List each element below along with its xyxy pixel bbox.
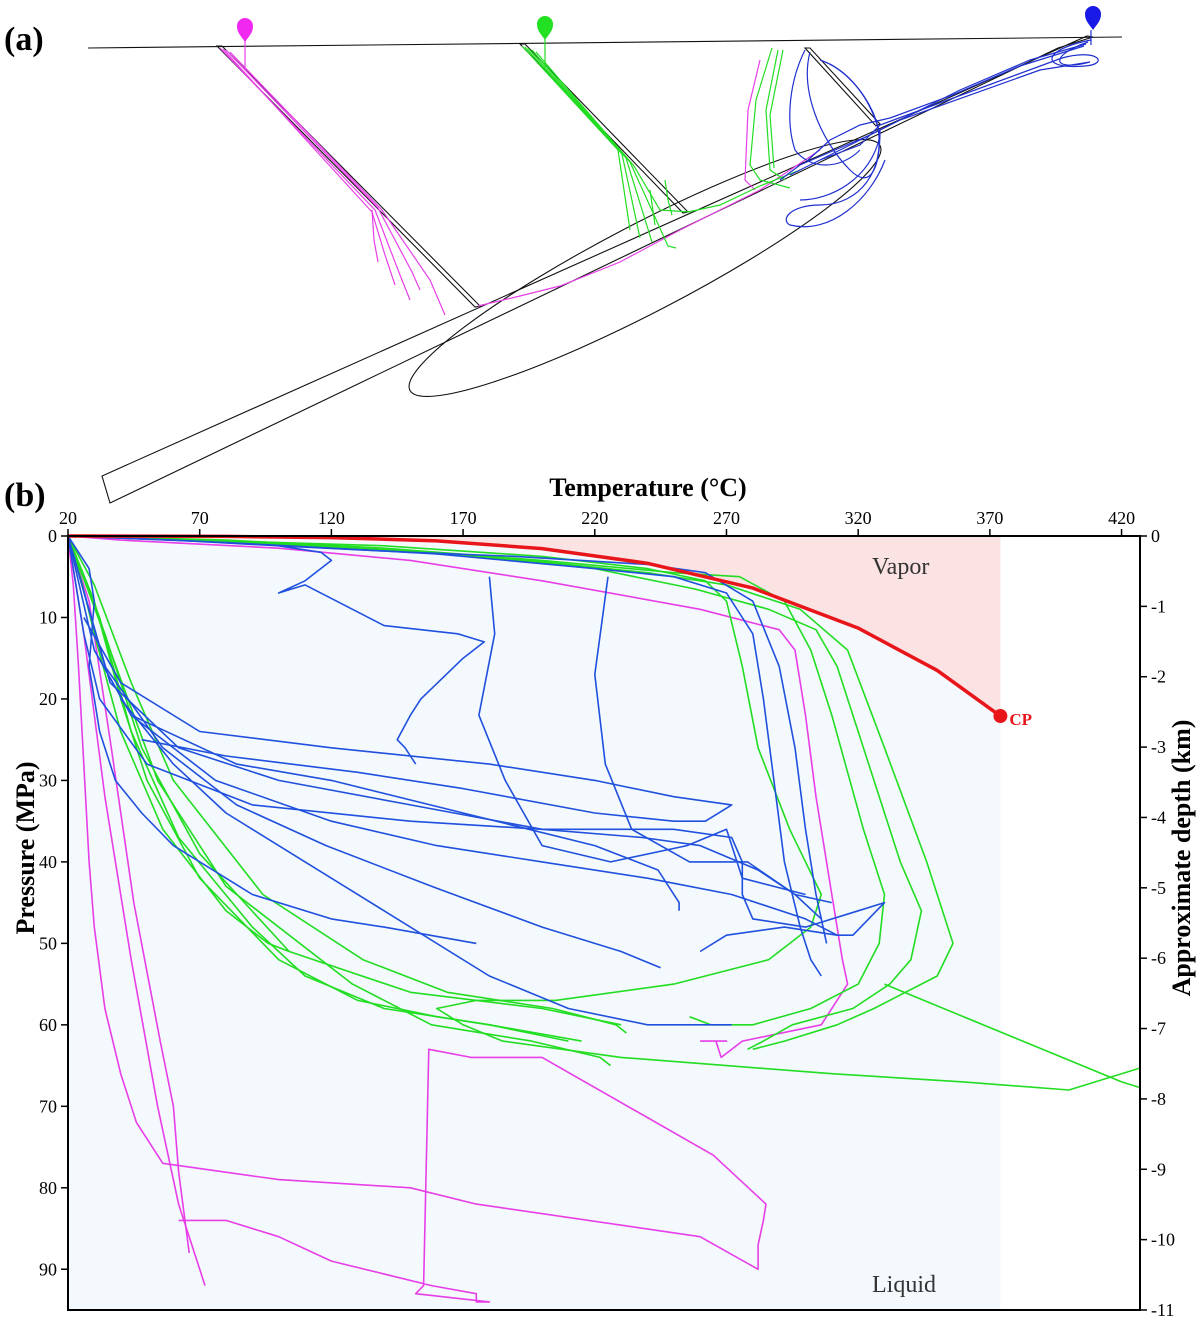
critical-point-marker: [993, 709, 1008, 724]
pt-path-series: [68, 536, 1140, 1303]
blue-flow-path: [789, 49, 861, 166]
ground-surface-line: [87, 36, 1123, 49]
y-axis-ticks: 0 10 20 30 40 50 60 70 80 90: [39, 526, 68, 1279]
y-tick-label: 0: [48, 526, 57, 546]
panel-b-chart: (b) 20 70 120 170 220 270 320 370 420 0 10 20 30 40 5…: [4, 473, 1196, 1320]
x-tick-label: 20: [59, 508, 77, 528]
green-flow-path: [664, 179, 673, 216]
blue-flow-lines: [779, 30, 1099, 228]
y-tick-label: 60: [39, 1015, 57, 1035]
green-marker-icon: [537, 16, 553, 40]
blue-pt-path: [83, 617, 733, 822]
blue-pt-path: [68, 536, 477, 945]
green-flow-path: [649, 189, 656, 226]
green-flow-lines: [521, 38, 801, 249]
magenta-flow-path: [219, 47, 411, 301]
y2-tick-label: -9: [1151, 1159, 1166, 1179]
y-tick-label: 30: [39, 770, 57, 790]
y2-tick-label: -10: [1151, 1230, 1175, 1250]
y2-axis-ticks: 0 -1 -2 -3 -4 -5 -6 -7 -8 -9 -10 -11: [1140, 526, 1175, 1320]
y-tick-label: 80: [39, 1178, 57, 1198]
vapor-region: [68, 536, 1001, 717]
x-tick-label: 170: [450, 508, 477, 528]
magenta-flow-lines: [219, 40, 821, 316]
magenta-flow-path: [229, 51, 446, 316]
blue-pt-path: [93, 649, 680, 911]
y-tick-label: 40: [39, 852, 57, 872]
y2-tick-label: 0: [1151, 526, 1160, 546]
y-tick-label: 20: [39, 689, 57, 709]
x-tick-label: 120: [318, 508, 345, 528]
magenta-pt-path: [68, 536, 767, 1303]
liquid-region: [68, 536, 1001, 1310]
x-tick-label: 220: [581, 508, 608, 528]
magenta-marker-icon: [237, 18, 253, 42]
blue-flow-path: [807, 45, 1085, 161]
y2-tick-label: -7: [1151, 1019, 1166, 1039]
main-fault-slab: [101, 35, 1094, 504]
blue-flow-path: [799, 63, 881, 201]
y2-tick-label: -11: [1151, 1300, 1174, 1320]
x-axis-title: Temperature (°C): [549, 473, 746, 502]
cross-section-outline: [87, 35, 1123, 504]
green-pt-path: [884, 983, 1140, 1089]
x-tick-label: 370: [976, 508, 1003, 528]
panel-a-cross-section: (a): [4, 6, 1123, 504]
blue-flow-path: [789, 43, 1087, 176]
right-fault-zone: [803, 47, 881, 127]
blue-flow-path: [806, 51, 881, 179]
y2-tick-label: -1: [1151, 596, 1166, 616]
green-flow-path: [527, 47, 653, 243]
green-flow-path: [535, 51, 691, 213]
y2-tick-label: -6: [1151, 948, 1166, 968]
liquid-region-label: Liquid: [872, 1272, 936, 1298]
green-flow-path: [769, 49, 784, 169]
plot-frame: [67, 535, 1141, 1311]
magenta-flow-path: [371, 209, 379, 263]
y2-tick-label: -3: [1151, 737, 1166, 757]
surface-markers: [237, 6, 1101, 42]
green-pt-path: [68, 536, 954, 1051]
magenta-flow-path: [222, 48, 396, 286]
magenta-flow-path: [225, 49, 421, 291]
y-tick-label: 70: [39, 1096, 57, 1116]
green-pt-path: [68, 536, 1140, 1091]
vapor-region-label: Vapor: [872, 554, 929, 580]
green-pt-path: [68, 536, 627, 1034]
x-tick-label: 320: [845, 508, 872, 528]
x-tick-label: 270: [713, 508, 740, 528]
blue-pt-path: [277, 545, 485, 765]
phase-regions: [68, 536, 1001, 1310]
magma-chamber-ellipse: [408, 139, 882, 397]
blue-pt-path: [68, 536, 661, 969]
panel-b-label: (b): [4, 477, 46, 514]
critical-point-label: CP: [1009, 710, 1032, 729]
green-flow-path: [524, 46, 641, 239]
y-axis-title: Pressure (MPa): [11, 761, 40, 934]
x-tick-label: 70: [191, 508, 209, 528]
y2-tick-label: -5: [1151, 878, 1166, 898]
x-tick-label: 420: [1108, 508, 1135, 528]
y-tick-label: 50: [39, 933, 57, 953]
green-flow-path: [531, 49, 677, 249]
y-tick-label: 10: [39, 607, 57, 627]
green-flow-path: [521, 45, 631, 231]
magenta-pt-path: [68, 536, 849, 1059]
blue-pt-path: [120, 698, 732, 1026]
blue-marker-icon: [1085, 6, 1101, 30]
x-axis-ticks: 20 70 120 170 220 270 320 370 420: [59, 508, 1135, 536]
magenta-flow-path: [744, 59, 761, 191]
green-flow-path: [765, 49, 786, 181]
green-flow-path: [749, 47, 791, 189]
y2-axis-title: Approximate depth (km): [1167, 720, 1196, 997]
blue-pt-path: [478, 576, 806, 896]
magenta-flow-path: [477, 149, 821, 307]
panel-a-label: (a): [4, 21, 44, 58]
y2-tick-label: -2: [1151, 667, 1166, 687]
y2-tick-label: -8: [1151, 1089, 1166, 1109]
y-tick-label: 90: [39, 1259, 57, 1279]
green-flow-path: [687, 169, 801, 213]
y2-tick-label: -4: [1151, 807, 1166, 827]
